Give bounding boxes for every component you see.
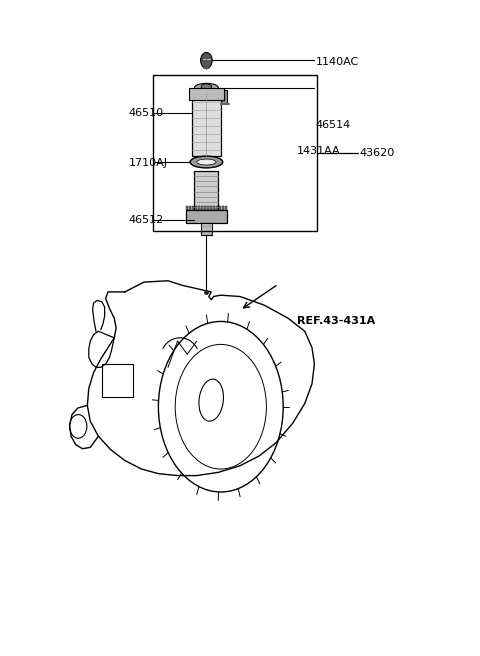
Text: 46510: 46510 [129, 108, 164, 118]
Bar [189, 206, 191, 210]
Bar [192, 93, 221, 156]
Bar [189, 88, 224, 100]
Bar [207, 206, 209, 210]
Text: REF.43-431A: REF.43-431A [297, 316, 375, 327]
Bar [204, 206, 206, 210]
Text: 46514: 46514 [316, 119, 351, 130]
Bar [194, 171, 218, 210]
Ellipse shape [197, 159, 216, 165]
Bar [222, 206, 224, 210]
Bar [192, 206, 194, 210]
Bar [225, 206, 227, 210]
Circle shape [201, 52, 212, 68]
Bar [186, 210, 227, 223]
Ellipse shape [194, 83, 218, 92]
Bar [195, 206, 197, 210]
Bar [210, 206, 212, 210]
Text: 1431AA: 1431AA [297, 146, 340, 156]
Text: 1710AJ: 1710AJ [129, 157, 168, 168]
Bar [221, 90, 227, 104]
Bar [186, 206, 188, 210]
Bar [216, 206, 218, 210]
Bar [153, 75, 317, 231]
Bar [201, 223, 212, 235]
Bar [201, 206, 203, 210]
Bar [213, 206, 215, 210]
Bar [198, 206, 200, 210]
Text: 43620: 43620 [359, 148, 394, 158]
Text: 46512: 46512 [129, 215, 164, 226]
Bar [102, 364, 133, 397]
Ellipse shape [201, 84, 212, 89]
Text: 1140AC: 1140AC [316, 56, 359, 67]
Ellipse shape [190, 156, 223, 168]
Bar [219, 206, 221, 210]
